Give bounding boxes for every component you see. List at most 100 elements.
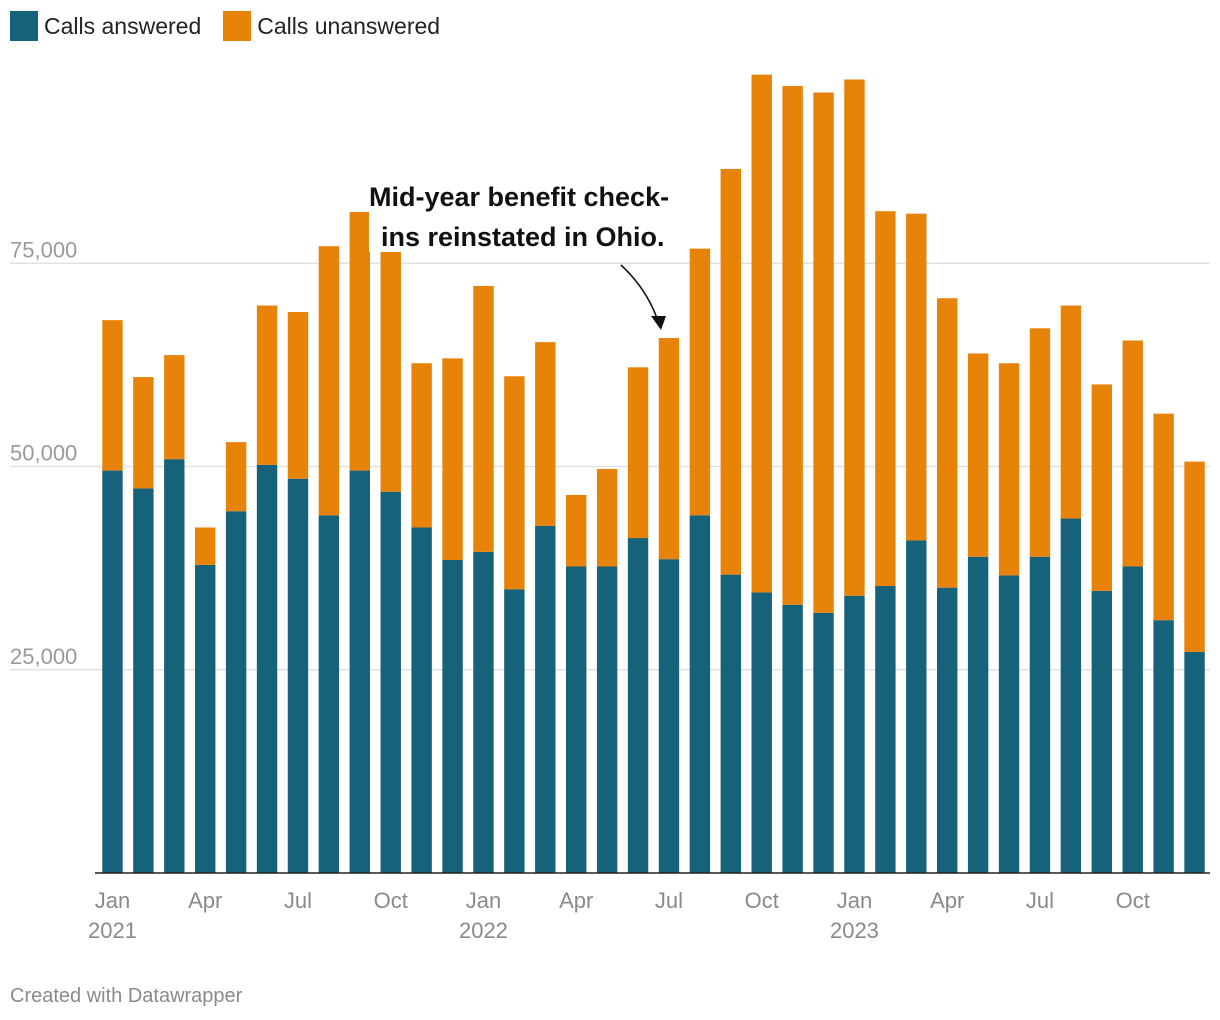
x-tick-month: Apr [559, 888, 593, 913]
bar-answered-0[interactable] [102, 470, 123, 873]
bar-answered-22[interactable] [782, 604, 803, 873]
bar-answered-2[interactable] [164, 459, 185, 873]
bar-answered-25[interactable] [875, 586, 896, 873]
x-tick-month: Jan [837, 888, 872, 913]
annotation-line-2: ins reinstated in Ohio. [381, 222, 665, 252]
bar-unanswered-7[interactable] [318, 246, 340, 516]
y-tick-label: 75,000 [10, 237, 77, 262]
bar-answered-26[interactable] [906, 540, 927, 873]
bar-unanswered-17[interactable] [627, 367, 649, 539]
x-tick-month: Oct [374, 888, 408, 913]
bar-answered-3[interactable] [195, 564, 216, 873]
bar-unanswered-8[interactable] [349, 212, 370, 471]
x-tick-month: Jul [655, 888, 683, 913]
bar-answered-7[interactable] [318, 515, 340, 873]
bar-unanswered-6[interactable] [287, 312, 309, 479]
bar-unanswered-27[interactable] [937, 298, 958, 588]
annotation: Mid-year benefit check- ins reinstated i… [369, 180, 671, 330]
legend-item-unanswered[interactable]: Calls unanswered [223, 11, 440, 41]
bar-unanswered-28[interactable] [967, 353, 989, 557]
annotation-background [369, 180, 671, 252]
bar-unanswered-25[interactable] [875, 211, 896, 587]
legend: Calls answered Calls unanswered [10, 11, 440, 41]
bar-answered-4[interactable] [225, 511, 247, 873]
bar-answered-29[interactable] [998, 575, 1020, 873]
bar-answered-9[interactable] [380, 491, 401, 873]
bar-answered-34[interactable] [1153, 620, 1174, 873]
bar-answered-1[interactable] [133, 488, 154, 873]
bar-unanswered-2[interactable] [164, 355, 185, 460]
bar-answered-12[interactable] [473, 551, 494, 873]
bar-answered-30[interactable] [1029, 556, 1051, 873]
bar-unanswered-34[interactable] [1153, 413, 1174, 621]
x-tick-month: Apr [930, 888, 964, 913]
x-tick-year: 2023 [830, 918, 879, 943]
bar-answered-27[interactable] [937, 587, 958, 873]
bar-answered-21[interactable] [751, 592, 772, 873]
bar-unanswered-24[interactable] [844, 79, 865, 596]
bar-unanswered-21[interactable] [751, 74, 772, 593]
bar-answered-11[interactable] [442, 560, 463, 873]
x-tick-month: Oct [1116, 888, 1150, 913]
bar-unanswered-1[interactable] [133, 377, 154, 489]
bar-answered-23[interactable] [813, 612, 834, 873]
bar-answered-18[interactable] [658, 559, 680, 873]
x-tick-month: Jan [95, 888, 130, 913]
bar-unanswered-12[interactable] [473, 286, 494, 552]
bar-unanswered-9[interactable] [380, 213, 401, 492]
bar-answered-13[interactable] [504, 589, 525, 873]
bar-unanswered-16[interactable] [596, 468, 618, 567]
x-tick-year: 2022 [459, 918, 508, 943]
bar-unanswered-13[interactable] [504, 376, 525, 590]
bar-answered-5[interactable] [256, 464, 278, 873]
bar-unanswered-35[interactable] [1184, 461, 1205, 652]
legend-label-unanswered: Calls unanswered [257, 12, 441, 39]
bar-answered-32[interactable] [1091, 590, 1112, 873]
bar-unanswered-5[interactable] [256, 305, 278, 465]
bar-answered-28[interactable] [967, 556, 989, 873]
bar-answered-33[interactable] [1122, 566, 1143, 874]
x-tick-month: Jul [1026, 888, 1054, 913]
legend-item-answered[interactable]: Calls answered [10, 11, 201, 41]
bars [102, 74, 1205, 874]
bar-answered-15[interactable] [566, 566, 587, 874]
bar-answered-35[interactable] [1184, 651, 1205, 873]
bar-answered-16[interactable] [596, 566, 618, 874]
bar-answered-17[interactable] [627, 538, 649, 873]
bar-answered-19[interactable] [689, 515, 711, 873]
bar-unanswered-18[interactable] [658, 338, 680, 560]
legend-swatch-unanswered [223, 11, 252, 41]
annotation-line-1: Mid-year benefit check- [369, 182, 669, 212]
bar-unanswered-19[interactable] [689, 248, 711, 516]
bar-answered-14[interactable] [535, 525, 556, 873]
bar-unanswered-26[interactable] [906, 213, 927, 541]
x-tick-month: Jul [284, 888, 312, 913]
bar-answered-6[interactable] [287, 478, 309, 873]
bar-answered-31[interactable] [1060, 518, 1082, 873]
bar-answered-8[interactable] [349, 470, 370, 873]
x-tick-month: Apr [188, 888, 222, 913]
bar-answered-24[interactable] [844, 595, 865, 873]
legend-label-answered: Calls answered [44, 12, 202, 39]
legend-swatch-answered [10, 11, 38, 41]
bar-unanswered-4[interactable] [225, 442, 247, 512]
bar-unanswered-31[interactable] [1060, 305, 1082, 519]
bar-unanswered-3[interactable] [195, 527, 216, 565]
y-axis-ticks: 25,000 50,000 75,000 [10, 237, 77, 669]
bar-unanswered-15[interactable] [566, 494, 587, 567]
bar-answered-10[interactable] [411, 527, 432, 873]
bar-unanswered-14[interactable] [535, 342, 556, 526]
bar-unanswered-11[interactable] [442, 358, 463, 560]
bar-unanswered-32[interactable] [1091, 384, 1112, 591]
bar-unanswered-22[interactable] [782, 86, 803, 605]
bar-unanswered-23[interactable] [813, 92, 834, 613]
bar-unanswered-10[interactable] [411, 363, 432, 528]
bar-unanswered-29[interactable] [998, 363, 1020, 576]
bar-answered-20[interactable] [720, 574, 741, 873]
bar-unanswered-30[interactable] [1029, 328, 1051, 557]
bar-unanswered-0[interactable] [102, 320, 123, 471]
bar-unanswered-33[interactable] [1122, 340, 1143, 567]
bar-unanswered-20[interactable] [720, 168, 741, 575]
x-tick-month: Jan [466, 888, 501, 913]
